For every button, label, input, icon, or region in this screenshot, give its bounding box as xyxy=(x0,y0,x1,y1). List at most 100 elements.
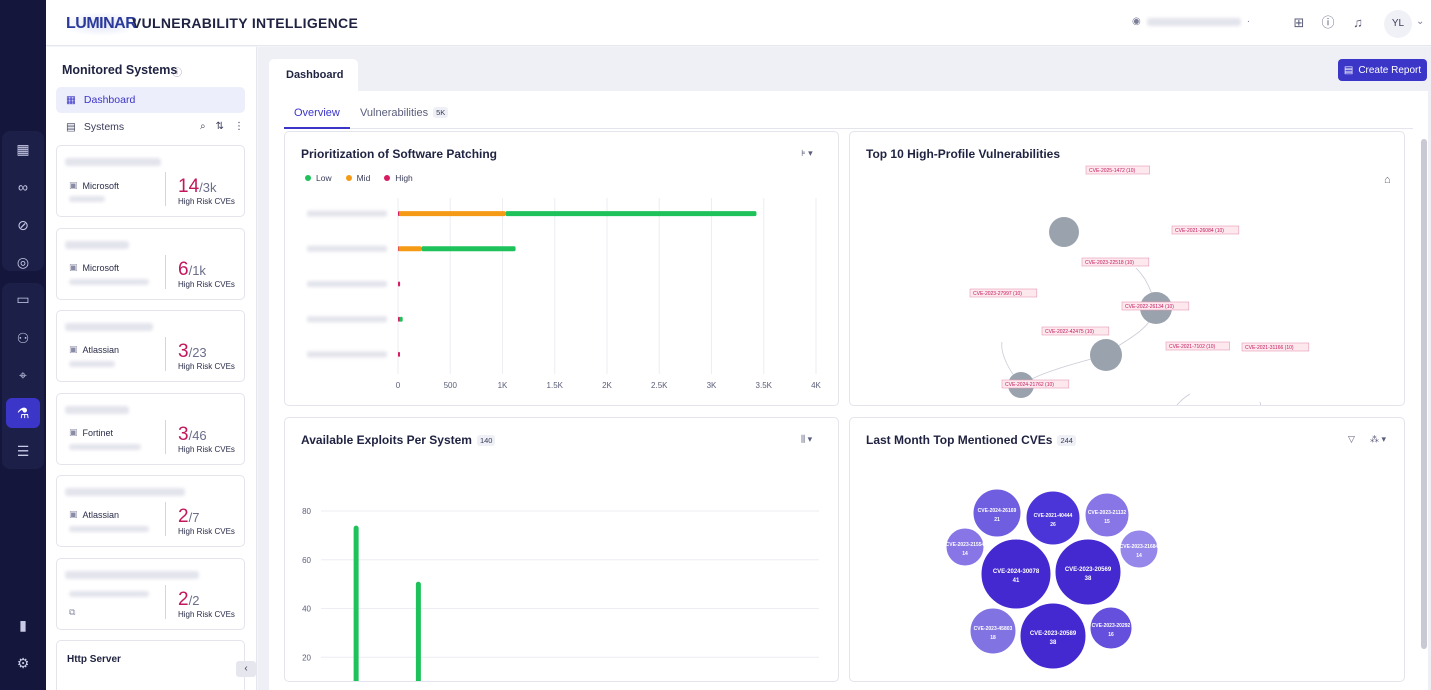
app-title: VULNERABILITY INTELLIGENCE xyxy=(132,15,359,31)
bubble-label: CVE-2024-30078 xyxy=(993,569,1040,575)
bubble-label: CVE-2021-40444 xyxy=(1034,513,1073,519)
node-label: CVE-2023-22518 (10) xyxy=(1085,260,1134,266)
luminar-logo[interactable]: LUMINAR xyxy=(60,12,143,36)
legend-item-high[interactable]: High xyxy=(384,173,413,183)
create-report-button[interactable]: ▤ Create Report xyxy=(1338,59,1427,81)
system-card[interactable]: Http Server xyxy=(56,640,245,690)
filter-icon[interactable]: ▽ xyxy=(1348,434,1355,444)
sidebar-item-systems[interactable]: ▤ Systems xyxy=(56,114,245,140)
rail-analytics-icon[interactable]: ▮ xyxy=(19,616,27,633)
content-scrollbar[interactable] xyxy=(1421,139,1427,649)
system-card[interactable]: ▣ Fortinet 3/46 High Risk CVEs xyxy=(56,393,245,465)
card-divider xyxy=(165,337,166,371)
account-selector[interactable]: ◉ · xyxy=(1132,16,1250,27)
x-tick-label: 0 xyxy=(396,381,401,390)
system-version-redacted xyxy=(69,591,149,597)
node-label-box xyxy=(1081,257,1150,267)
bubble-value: 15 xyxy=(1104,519,1110,525)
system-card[interactable]: ⧉ 2/2 High Risk CVEs xyxy=(56,558,245,630)
rail-settings-icon[interactable]: ⚙ xyxy=(16,654,30,671)
node-label-box xyxy=(1085,165,1150,175)
grid-icon: ▦ xyxy=(66,94,76,106)
exploit-bar xyxy=(353,525,359,681)
bar-segment-high xyxy=(398,351,400,357)
bubble-value: 14 xyxy=(962,551,968,557)
bubble-value: 14 xyxy=(1136,553,1142,559)
system-card[interactable]: ▣ Atlassian 2/7 High Risk CVEs xyxy=(56,475,245,547)
graph-edge xyxy=(1259,401,1262,405)
x-tick-label: 500 xyxy=(444,381,458,390)
legend-item-low[interactable]: Low xyxy=(305,173,332,183)
category-label-redacted xyxy=(307,351,387,358)
node-label-box xyxy=(1165,341,1230,351)
rail-database-icon[interactable]: ☰ xyxy=(16,442,30,459)
sidebar-item-label: Dashboard xyxy=(83,94,136,106)
high-risk-label: High Risk CVEs xyxy=(178,445,235,454)
rail-dashboard-icon[interactable]: ▦ xyxy=(16,140,30,157)
chart-legend: Low Mid High xyxy=(305,173,413,183)
x-tick-label: 3K xyxy=(707,381,717,390)
bubble-label: CVE-2023-45803 xyxy=(974,626,1013,632)
rail-location-icon[interactable]: ⌖ xyxy=(19,366,27,383)
user-avatar[interactable]: YL xyxy=(1384,10,1412,38)
vendor-icon: ▣ xyxy=(69,180,78,190)
cve-bubble xyxy=(969,607,1017,655)
system-vendor: ⧉ xyxy=(69,607,80,618)
bubble-value: 18 xyxy=(990,635,996,641)
panel-title: Prioritization of Software Patching xyxy=(301,147,498,161)
high-risk-label: High Risk CVEs xyxy=(178,280,235,289)
x-tick-label: 3.5K xyxy=(756,381,773,390)
rail-users-icon[interactable]: ⚇ xyxy=(16,329,30,346)
info-icon[interactable]: ⓘ xyxy=(1321,15,1335,30)
graph-edge xyxy=(1176,393,1191,405)
node-label: CVE-2024-21762 (10) xyxy=(1005,382,1054,388)
more-icon[interactable]: ⋮ xyxy=(234,121,244,132)
y-tick-label: 60 xyxy=(302,556,311,565)
system-version-redacted xyxy=(69,526,149,532)
bar-segment-mid xyxy=(398,246,422,252)
system-name-redacted xyxy=(65,241,129,249)
chart-type-dropdown[interactable]: ⊧ ▾ xyxy=(801,148,813,158)
bar-segment-high xyxy=(398,281,401,287)
rail-binoculars-icon[interactable]: ∞ xyxy=(18,179,28,195)
vulnerability-node xyxy=(1090,339,1122,371)
tab-overview[interactable]: Overview xyxy=(294,107,340,119)
avatar-chevron-down-icon[interactable]: ⌄ xyxy=(1416,16,1425,27)
rail-card-icon[interactable]: ▭ xyxy=(16,290,30,307)
legend-item-mid[interactable]: Mid xyxy=(345,173,370,183)
home-icon[interactable]: ⌂ xyxy=(1384,174,1391,186)
search-icon[interactable]: ⌕ xyxy=(200,121,206,132)
rail-compass-icon[interactable]: ⊘ xyxy=(17,216,29,233)
patching-priority-panel: Prioritization of Software Patching ⊧ ▾ … xyxy=(284,131,839,406)
tab-vulnerabilities[interactable]: Vulnerabilities 5K xyxy=(360,107,449,119)
system-card[interactable]: ▣ Atlassian 3/23 High Risk CVEs xyxy=(56,310,245,382)
app-rail: ▦ ∞ ⊘ ◎ ▭ ⚇ ⌖ ⚗ ☰ ▮ ⚙ xyxy=(0,0,46,690)
sidebar-item-dashboard[interactable]: ▦ Dashboard xyxy=(56,87,245,113)
feedback-icon[interactable]: ⊞ xyxy=(1293,15,1305,30)
sidebar-info-icon[interactable]: ⓘ xyxy=(172,68,182,79)
y-tick-label: 80 xyxy=(302,507,311,516)
node-label-box xyxy=(1171,225,1240,235)
tab-dashboard[interactable]: Dashboard xyxy=(269,59,358,91)
mentioned-count-badge: 244 xyxy=(1057,435,1076,446)
chart-type-dropdown[interactable]: ⫼ ▾ xyxy=(801,434,813,444)
node-label: CVE-2021-7102 (10) xyxy=(1169,344,1215,350)
rail-vulnerability-icon[interactable]: ⚗ xyxy=(6,398,40,428)
node-label: CVE-2021-26084 (10) xyxy=(1175,228,1224,234)
rail-radar-icon[interactable]: ◎ xyxy=(16,253,30,270)
x-tick-label: 1.5K xyxy=(547,381,564,390)
category-label-redacted xyxy=(307,316,387,323)
system-vendor: ▣ Fortinet xyxy=(69,427,114,438)
system-card[interactable]: ▣ Microsoft 6/1k High Risk CVEs xyxy=(56,228,245,300)
bubble-label: CVE-2023-20569 xyxy=(1065,567,1112,573)
collapse-sidebar-button[interactable]: ‹ xyxy=(236,661,256,677)
system-name-redacted xyxy=(65,158,161,166)
card-divider xyxy=(165,502,166,536)
system-card[interactable]: ▣ Microsoft 14/3k High Risk CVEs xyxy=(56,145,245,217)
cve-bubble xyxy=(972,488,1022,538)
bell-icon[interactable]: ♫ xyxy=(1353,15,1363,30)
exploit-bar xyxy=(415,581,421,681)
sort-icon[interactable]: ⇅ xyxy=(215,121,224,132)
chart-type-dropdown[interactable]: ⁂ ▾ xyxy=(1370,434,1387,444)
panel-title: Top 10 High-Profile Vulnerabilities xyxy=(866,147,1061,161)
